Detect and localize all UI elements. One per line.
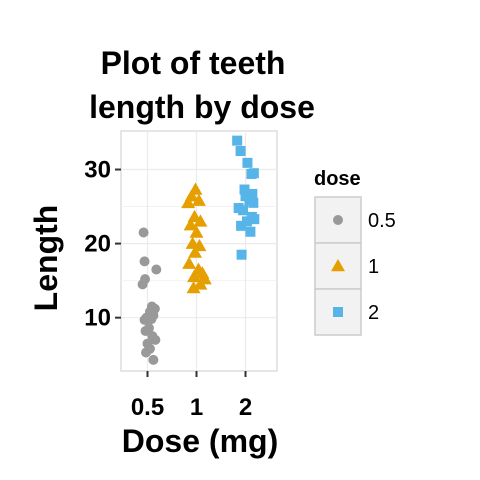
x-tick-label: 0.5 [131, 394, 164, 421]
data-point-dose-2 [245, 226, 256, 237]
data-point-dose-2 [232, 135, 243, 146]
data-point-dose-2 [248, 197, 259, 208]
data-point-dose-1 [193, 214, 208, 227]
data-point-dose-1 [187, 269, 202, 283]
data-point-dose-2 [241, 216, 252, 227]
data-point-dose-1 [191, 193, 206, 206]
x-axis-title: Dose (mg) [122, 423, 278, 459]
data-point-dose-0-5 [140, 326, 151, 336]
legend-marker-circle [333, 215, 343, 225]
data-point-dose-1 [193, 277, 208, 290]
y-tick-label: 10 [84, 305, 111, 332]
data-point-dose-0-5 [148, 354, 159, 365]
data-point-dose-2 [242, 157, 253, 168]
legend-marker-triangle [331, 259, 345, 272]
y-axis: 10 20 30 [84, 157, 121, 332]
legend-title: dose [314, 168, 361, 190]
data-point-dose-0-5 [150, 334, 161, 345]
data-point-dose-2 [249, 214, 260, 225]
data-point-dose-1 [186, 281, 201, 294]
chart-title-line-2: length by dose [89, 89, 315, 125]
data-point-dose-1 [188, 245, 203, 258]
data-point-dose-2 [247, 188, 258, 199]
data-points [137, 135, 260, 365]
data-point-dose-0-5 [137, 279, 148, 290]
legend-label: 2 [368, 302, 379, 324]
data-point-dose-0-5 [139, 314, 150, 325]
data-point-dose-2 [236, 220, 247, 231]
data-point-dose-0-5 [139, 256, 150, 267]
data-point-dose-1 [182, 256, 197, 269]
data-point-dose-0-5 [138, 227, 149, 238]
data-point-dose-2 [238, 205, 249, 216]
legend-label: 0.5 [368, 210, 396, 232]
data-point-dose-0-5 [141, 347, 152, 358]
data-point-dose-1 [181, 195, 196, 209]
data-point-dose-1 [189, 225, 204, 238]
legend-label: 1 [368, 256, 379, 278]
y-tick-label: 30 [84, 157, 111, 184]
data-point-dose-2 [239, 184, 250, 195]
data-point-dose-2 [235, 146, 246, 156]
legend-marker-square [333, 307, 343, 317]
data-point-dose-2 [236, 249, 247, 260]
x-tick-label: 2 [239, 394, 252, 421]
y-tick-label: 20 [84, 231, 111, 258]
y-axis-title: Length [28, 205, 64, 312]
data-point-dose-2 [246, 168, 257, 179]
x-tick-label: 1 [190, 394, 203, 421]
x-axis: 0.5 1 2 [131, 371, 252, 421]
data-point-dose-0-5 [151, 264, 162, 275]
legend: dose 0.5 1 2 [314, 168, 396, 336]
data-point-dose-1 [183, 218, 198, 231]
chart-title-line-1: Plot of teeth [101, 45, 286, 81]
